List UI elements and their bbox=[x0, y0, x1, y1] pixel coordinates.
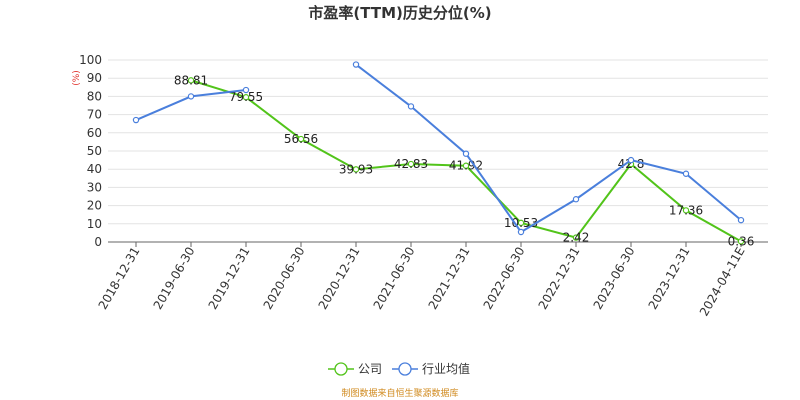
data-point[interactable] bbox=[627, 156, 635, 164]
data-point[interactable] bbox=[682, 170, 690, 177]
data-label: 56.56 bbox=[284, 132, 318, 146]
data-label: 0.36 bbox=[728, 234, 755, 248]
data-point[interactable] bbox=[132, 116, 140, 124]
data-label: 42.83 bbox=[394, 157, 428, 171]
x-tick-label: 2018-12-31 bbox=[96, 245, 143, 312]
y-tick-label: 10 bbox=[87, 217, 102, 231]
x-tick-label: 2020-12-31 bbox=[316, 245, 363, 312]
legend[interactable]: 公司 行业均值 bbox=[328, 361, 470, 376]
series-1 bbox=[132, 61, 745, 236]
data-point[interactable] bbox=[187, 93, 195, 100]
x-tick-label: 2019-06-30 bbox=[151, 245, 198, 312]
legend-marker bbox=[334, 362, 348, 376]
chart-title: 市盈率(TTM)历史分位(%) bbox=[308, 4, 491, 22]
data-point[interactable] bbox=[407, 103, 415, 110]
legend-item-0[interactable]: 公司 bbox=[328, 362, 382, 376]
y-tick-label: 80 bbox=[87, 89, 102, 103]
grid-lines bbox=[108, 59, 768, 243]
data-point[interactable] bbox=[352, 166, 360, 173]
data-point[interactable] bbox=[297, 135, 305, 143]
y-tick-label: 60 bbox=[87, 126, 102, 140]
data-label: 2.42 bbox=[563, 231, 590, 245]
legend-label: 公司 bbox=[358, 362, 382, 376]
series-0: 88.81 79.55 56.56 39.93 42.83 41.92 10.53 2.42 4… bbox=[174, 73, 755, 248]
x-tick-label: 2021-12-31 bbox=[426, 245, 473, 312]
data-point[interactable] bbox=[517, 219, 525, 227]
x-tick-label: 2021-06-30 bbox=[371, 245, 418, 312]
y-tick-label: 20 bbox=[87, 199, 102, 213]
legend-item-1[interactable]: 行业均值 bbox=[392, 361, 470, 376]
data-label: 39.93 bbox=[339, 162, 373, 176]
data-label: 79.55 bbox=[229, 90, 263, 104]
data-label: 42.8 bbox=[618, 157, 645, 171]
series-layer: 88.81 79.55 56.56 39.93 42.83 41.92 10.53 2.42 4… bbox=[132, 61, 755, 248]
data-point[interactable] bbox=[682, 207, 690, 214]
data-point[interactable] bbox=[572, 196, 580, 203]
data-point[interactable] bbox=[352, 61, 360, 68]
x-tick-label: 2022-12-31 bbox=[536, 245, 583, 312]
data-point[interactable] bbox=[462, 162, 470, 169]
data-label: 10.53 bbox=[504, 216, 538, 230]
data-point[interactable] bbox=[462, 150, 470, 157]
data-label: 88.81 bbox=[174, 73, 208, 87]
x-tick-label: 2023-06-30 bbox=[591, 245, 638, 312]
data-point[interactable] bbox=[187, 77, 195, 84]
data-point[interactable] bbox=[572, 234, 580, 241]
data-point[interactable] bbox=[407, 160, 415, 168]
y-tick-label: 0 bbox=[94, 235, 102, 249]
data-label: 17.36 bbox=[669, 203, 703, 217]
legend-label: 行业均值 bbox=[422, 361, 470, 376]
y-tick-label: 50 bbox=[87, 144, 102, 158]
series-line bbox=[355, 63, 742, 234]
data-point[interactable] bbox=[517, 228, 525, 236]
y-axis-unit: (%) bbox=[72, 70, 82, 86]
data-point[interactable] bbox=[737, 216, 745, 224]
x-tick-label: 2024-04-11E bbox=[697, 245, 748, 319]
x-tick-label: 2022-06-30 bbox=[481, 245, 528, 312]
source-note: 制图数据来自恒生聚源数据库 bbox=[341, 387, 458, 399]
data-label: 41.92 bbox=[449, 159, 483, 173]
y-axis-ticks: 0 10 20 30 40 50 60 70 80 90 100 bbox=[79, 53, 102, 249]
legend-marker bbox=[398, 362, 412, 376]
x-tick-label: 2020-06-30 bbox=[261, 245, 308, 312]
y-tick-label: 70 bbox=[87, 108, 102, 122]
y-tick-label: 30 bbox=[87, 180, 102, 194]
x-axis-ticks: 2018-12-31 2019-06-30 2019-12-31 2020-06-30… bbox=[96, 241, 768, 319]
y-tick-label: 100 bbox=[79, 53, 102, 67]
data-point[interactable] bbox=[737, 238, 745, 245]
data-point[interactable] bbox=[242, 94, 250, 101]
x-tick-label: 2019-12-31 bbox=[206, 245, 253, 312]
y-tick-label: 90 bbox=[87, 71, 102, 85]
x-tick-label: 2023-12-31 bbox=[646, 245, 693, 312]
data-point[interactable] bbox=[242, 86, 250, 94]
y-tick-label: 40 bbox=[87, 162, 102, 176]
